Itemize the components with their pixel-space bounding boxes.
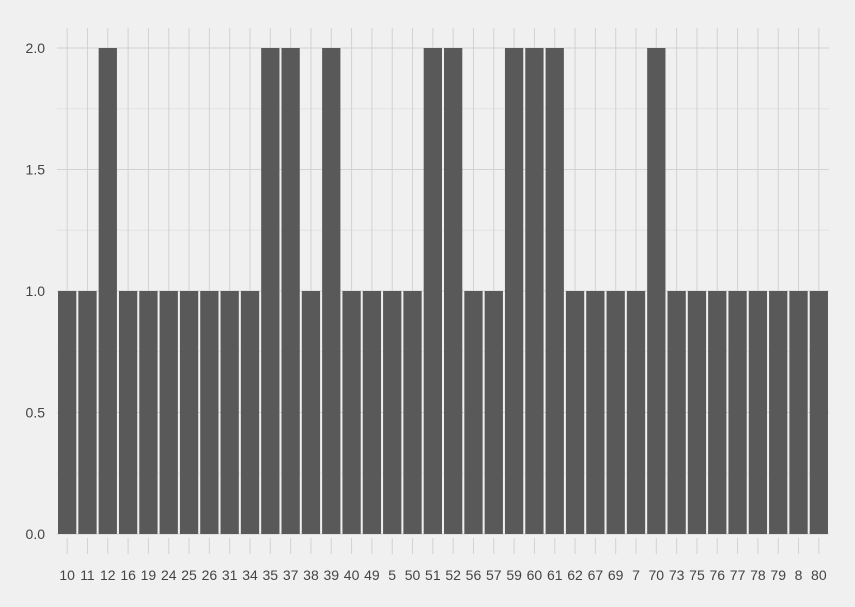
x-tick-label: 31 bbox=[222, 567, 238, 583]
bar bbox=[179, 291, 199, 534]
x-tick-label: 70 bbox=[649, 567, 665, 583]
y-tick-label: 2.0 bbox=[26, 40, 46, 56]
bar bbox=[464, 291, 483, 534]
bar bbox=[78, 291, 97, 534]
bar bbox=[139, 291, 158, 534]
x-tick-label: 7 bbox=[632, 567, 640, 583]
x-tick-label: 40 bbox=[344, 567, 360, 583]
x-tick-label: 26 bbox=[202, 567, 218, 583]
x-tick-label: 16 bbox=[120, 567, 136, 583]
x-tick-label: 57 bbox=[486, 567, 502, 583]
bar bbox=[484, 291, 503, 534]
bar bbox=[789, 291, 808, 534]
y-tick-label: 1.0 bbox=[26, 283, 46, 299]
bar bbox=[58, 291, 77, 534]
x-tick-label: 61 bbox=[547, 567, 563, 583]
x-tick-label: 11 bbox=[80, 567, 95, 583]
bar bbox=[322, 48, 341, 534]
x-tick-label: 76 bbox=[709, 567, 725, 583]
bar bbox=[220, 291, 239, 534]
bar bbox=[626, 291, 646, 534]
x-tick-label: 19 bbox=[141, 567, 157, 583]
x-tick-label: 5 bbox=[388, 567, 396, 583]
bar bbox=[423, 48, 442, 534]
x-tick-label: 10 bbox=[59, 567, 75, 583]
y-tick-label: 1.5 bbox=[26, 162, 46, 178]
bar bbox=[240, 291, 260, 534]
bar bbox=[606, 291, 625, 534]
bar bbox=[667, 291, 686, 534]
y-tick-label: 0.5 bbox=[26, 405, 46, 421]
x-tick-label: 67 bbox=[588, 567, 604, 583]
x-tick-label: 77 bbox=[730, 567, 746, 583]
bar bbox=[504, 48, 524, 534]
x-tick-label: 24 bbox=[161, 567, 177, 583]
bar bbox=[261, 48, 280, 534]
bar bbox=[281, 48, 300, 534]
bar bbox=[444, 48, 463, 534]
x-tick-label: 38 bbox=[303, 567, 319, 583]
x-tick-label: 80 bbox=[811, 567, 827, 583]
x-tick-label: 56 bbox=[466, 567, 482, 583]
x-axis: 10 11 12 16 19 24 25 26 31 34 35 37 38 39 40 49 5 50 51 52 5… bbox=[59, 538, 827, 583]
bar bbox=[809, 291, 828, 534]
x-tick-label: 69 bbox=[608, 567, 624, 583]
x-tick-label: 59 bbox=[506, 567, 522, 583]
bar bbox=[748, 291, 768, 534]
x-tick-label: 62 bbox=[567, 567, 583, 583]
bar bbox=[118, 291, 138, 534]
bar bbox=[687, 291, 707, 534]
x-tick-label: 52 bbox=[445, 567, 461, 583]
bar bbox=[545, 48, 564, 534]
bar bbox=[159, 291, 178, 534]
x-tick-label: 49 bbox=[364, 567, 380, 583]
x-tick-label: 78 bbox=[750, 567, 766, 583]
bar bbox=[708, 291, 727, 534]
bar bbox=[362, 291, 382, 534]
x-tick-label: 50 bbox=[405, 567, 421, 583]
x-tick-label: 75 bbox=[689, 567, 705, 583]
bar bbox=[200, 291, 219, 534]
x-tick-label: 34 bbox=[242, 567, 258, 583]
x-tick-label: 12 bbox=[100, 567, 116, 583]
bar bbox=[728, 291, 747, 534]
x-tick-label: 73 bbox=[669, 567, 685, 583]
bar bbox=[586, 291, 605, 534]
bar bbox=[647, 48, 666, 534]
y-axis: 0.0 0.5 1.0 1.5 2.0 bbox=[26, 40, 46, 542]
bars-layer bbox=[58, 48, 828, 534]
x-tick-label: 25 bbox=[181, 567, 197, 583]
bar bbox=[342, 291, 361, 534]
x-tick-label: 37 bbox=[283, 567, 299, 583]
x-tick-label: 8 bbox=[795, 567, 803, 583]
bar bbox=[565, 291, 585, 534]
bar bbox=[403, 291, 422, 534]
x-tick-label: 79 bbox=[770, 567, 786, 583]
x-tick-label: 51 bbox=[425, 567, 441, 583]
y-tick-label: 0.0 bbox=[26, 526, 46, 542]
bar bbox=[301, 291, 321, 534]
x-tick-label: 39 bbox=[323, 567, 339, 583]
bar bbox=[769, 291, 788, 534]
bar bbox=[383, 291, 402, 534]
bar bbox=[98, 48, 117, 534]
x-tick-label: 60 bbox=[527, 567, 543, 583]
x-tick-label: 35 bbox=[263, 567, 279, 583]
bar bbox=[525, 48, 544, 534]
